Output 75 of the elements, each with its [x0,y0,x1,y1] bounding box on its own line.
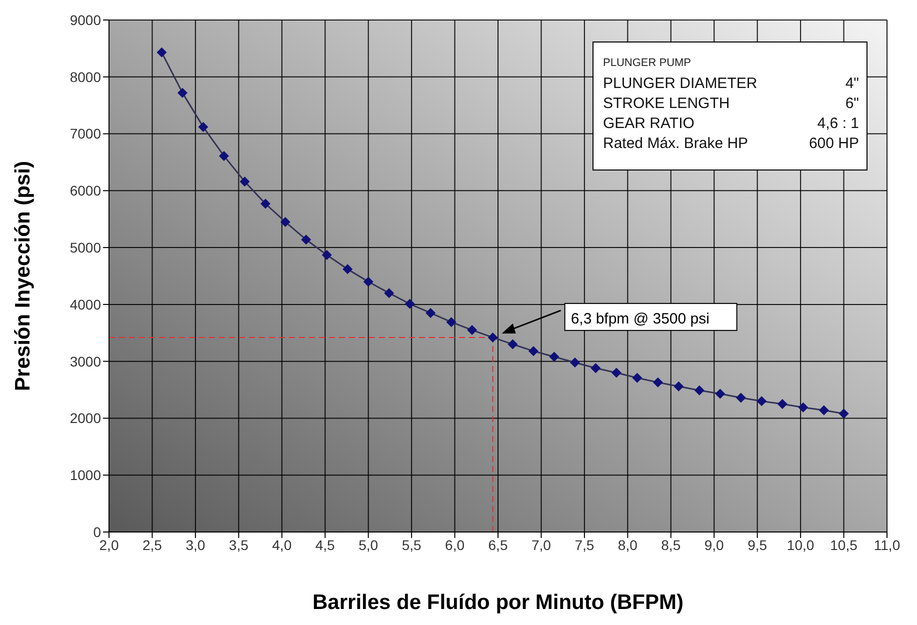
y-axis-title: Presión Inyección (psi) [11,161,34,391]
point [549,352,560,362]
point [260,198,270,209]
point [404,298,415,309]
point [508,339,518,350]
point [777,399,788,409]
annotation: PLUNGER PUMP [603,57,692,69]
y-tick-label: 7000 [70,126,102,142]
y-tick-label: 2000 [70,410,102,426]
point [177,88,188,98]
point [798,402,808,412]
x-tick-label: 5,5 [402,536,422,553]
x-tick-label: 2,0 [99,536,119,553]
point [446,317,456,328]
point [838,408,849,419]
x-tick-label: 7,0 [531,536,552,553]
point [363,276,374,287]
point [756,396,767,406]
x-tick-label: 11,0 [874,536,900,553]
point [198,122,208,132]
x-tick-label: 6,5 [488,536,508,553]
x-tick-label: 6,0 [445,536,465,553]
annotation: PLUNGER DIAMETER [603,75,758,92]
x-tick-label: 4,5 [315,536,336,553]
y-tick-label: 8000 [70,68,102,85]
point [218,150,229,161]
point [384,288,394,298]
x-tick-label: 3,5 [228,536,249,553]
point [570,357,580,368]
x-tick-label: 7,5 [574,536,594,553]
y-tick-label: 0 [93,524,102,540]
x-tick-label: 2,5 [142,536,162,553]
x-tick-label: 9,0 [704,536,724,553]
annotation: 600 HP [808,135,859,152]
y-tick-label: 5000 [70,240,102,256]
y-tick-label: 6000 [70,182,102,199]
point [488,332,498,342]
x-tick-label: 10,5 [830,536,858,553]
point [818,405,829,416]
annotation: 4,6 : 1 [817,115,859,132]
point [467,325,478,336]
x-tick-label: 9,5 [748,536,768,553]
annotation: GEAR RATIO [603,115,694,132]
x-tick-label: 8,5 [661,536,681,553]
annotation: 4" [845,75,859,92]
point [156,47,167,58]
x-tick-label: 5,0 [358,536,378,553]
annotation: STROKE LENGTH [603,95,730,112]
point [240,176,250,187]
point [652,377,663,388]
annotation: 6" [845,95,859,112]
point [528,346,538,356]
x-tick-label: 3,0 [186,536,206,553]
point [426,308,436,318]
point [322,250,332,260]
y-tick-label: 4000 [70,296,102,312]
point [632,372,642,383]
x-tick-label: 8,0 [618,536,638,553]
point [301,234,312,245]
x-tick-label: 10,0 [786,536,814,553]
point [342,264,353,274]
point [674,381,684,392]
annotation: Rated Máx. Brake HP [603,135,748,152]
point [611,368,622,378]
point [736,392,746,403]
point [590,363,601,374]
point [715,388,726,399]
y-tick-label: 9000 [70,12,102,28]
point [280,216,290,227]
x-tick-label: 4,0 [272,536,292,553]
y-tick-label: 3000 [70,353,102,370]
x-axis-title: Barriles de Fluído por Minuto (BFPM) [312,591,684,614]
y-tick-label: 1000 [70,467,102,484]
annotation: 6,3 bfpm @ 3500 psi [570,310,710,328]
point [694,385,704,396]
